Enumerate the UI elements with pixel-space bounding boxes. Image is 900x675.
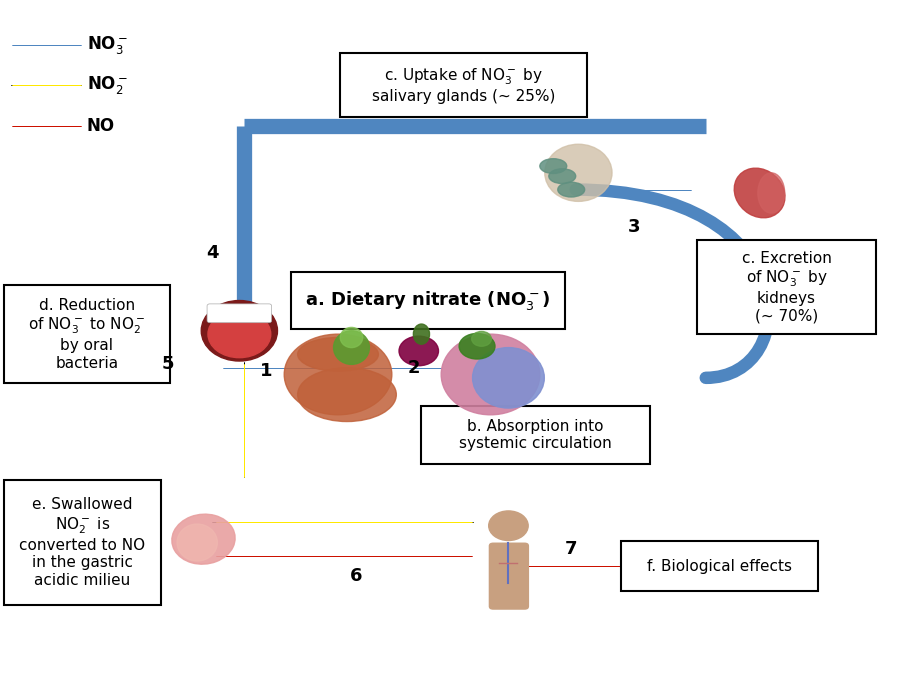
Text: 3: 3: [628, 217, 640, 236]
Text: 4: 4: [206, 244, 219, 263]
Ellipse shape: [340, 327, 363, 348]
Ellipse shape: [540, 159, 567, 173]
Circle shape: [399, 336, 438, 366]
Text: f. Biological effects: f. Biological effects: [647, 558, 792, 574]
Ellipse shape: [472, 348, 544, 408]
Ellipse shape: [413, 324, 429, 344]
Ellipse shape: [549, 169, 576, 184]
Text: 6: 6: [350, 567, 362, 585]
FancyBboxPatch shape: [340, 53, 587, 117]
Text: e. Swallowed
NO$_2^-$ is
converted to NO
in the gastric
acidic milieu: e. Swallowed NO$_2^-$ is converted to NO…: [19, 497, 146, 588]
Ellipse shape: [177, 524, 218, 561]
FancyBboxPatch shape: [4, 286, 170, 383]
FancyBboxPatch shape: [291, 272, 564, 329]
FancyBboxPatch shape: [4, 481, 161, 605]
Ellipse shape: [208, 310, 271, 358]
FancyBboxPatch shape: [207, 304, 272, 323]
Text: 1: 1: [260, 362, 273, 380]
Text: a. Dietary nitrate (NO$_3^-$): a. Dietary nitrate (NO$_3^-$): [305, 289, 551, 312]
Text: 5: 5: [161, 356, 174, 373]
Ellipse shape: [544, 144, 612, 201]
FancyBboxPatch shape: [489, 543, 529, 610]
Text: b. Absorption into
systemic circulation: b. Absorption into systemic circulation: [459, 418, 612, 451]
Ellipse shape: [298, 368, 396, 421]
Ellipse shape: [734, 168, 785, 218]
FancyBboxPatch shape: [421, 406, 650, 464]
Ellipse shape: [459, 333, 495, 359]
Ellipse shape: [284, 334, 392, 415]
Ellipse shape: [558, 182, 585, 197]
Ellipse shape: [298, 338, 378, 371]
Ellipse shape: [441, 334, 540, 415]
Ellipse shape: [172, 514, 235, 564]
Ellipse shape: [202, 300, 277, 361]
Ellipse shape: [758, 173, 785, 213]
Text: c. Uptake of NO$_3^-$ by
salivary glands (~ 25%): c. Uptake of NO$_3^-$ by salivary glands…: [372, 66, 555, 105]
Text: NO: NO: [87, 117, 115, 135]
Text: d. Reduction
of NO$_3^-$ to NO$_2^-$
by oral
bacteria: d. Reduction of NO$_3^-$ to NO$_2^-$ by …: [28, 298, 146, 371]
Text: NO$_3^-$: NO$_3^-$: [87, 34, 128, 56]
Text: 2: 2: [408, 358, 420, 377]
Ellipse shape: [334, 331, 369, 364]
FancyBboxPatch shape: [697, 240, 877, 334]
FancyBboxPatch shape: [621, 541, 818, 591]
Text: 7: 7: [565, 540, 578, 558]
Text: c. Excretion
of NO$_3^-$ by
kidneys
(~ 70%): c. Excretion of NO$_3^-$ by kidneys (~ 7…: [742, 250, 832, 323]
Circle shape: [489, 511, 528, 541]
Text: NO$_2^-$: NO$_2^-$: [87, 74, 128, 97]
Ellipse shape: [472, 331, 491, 346]
